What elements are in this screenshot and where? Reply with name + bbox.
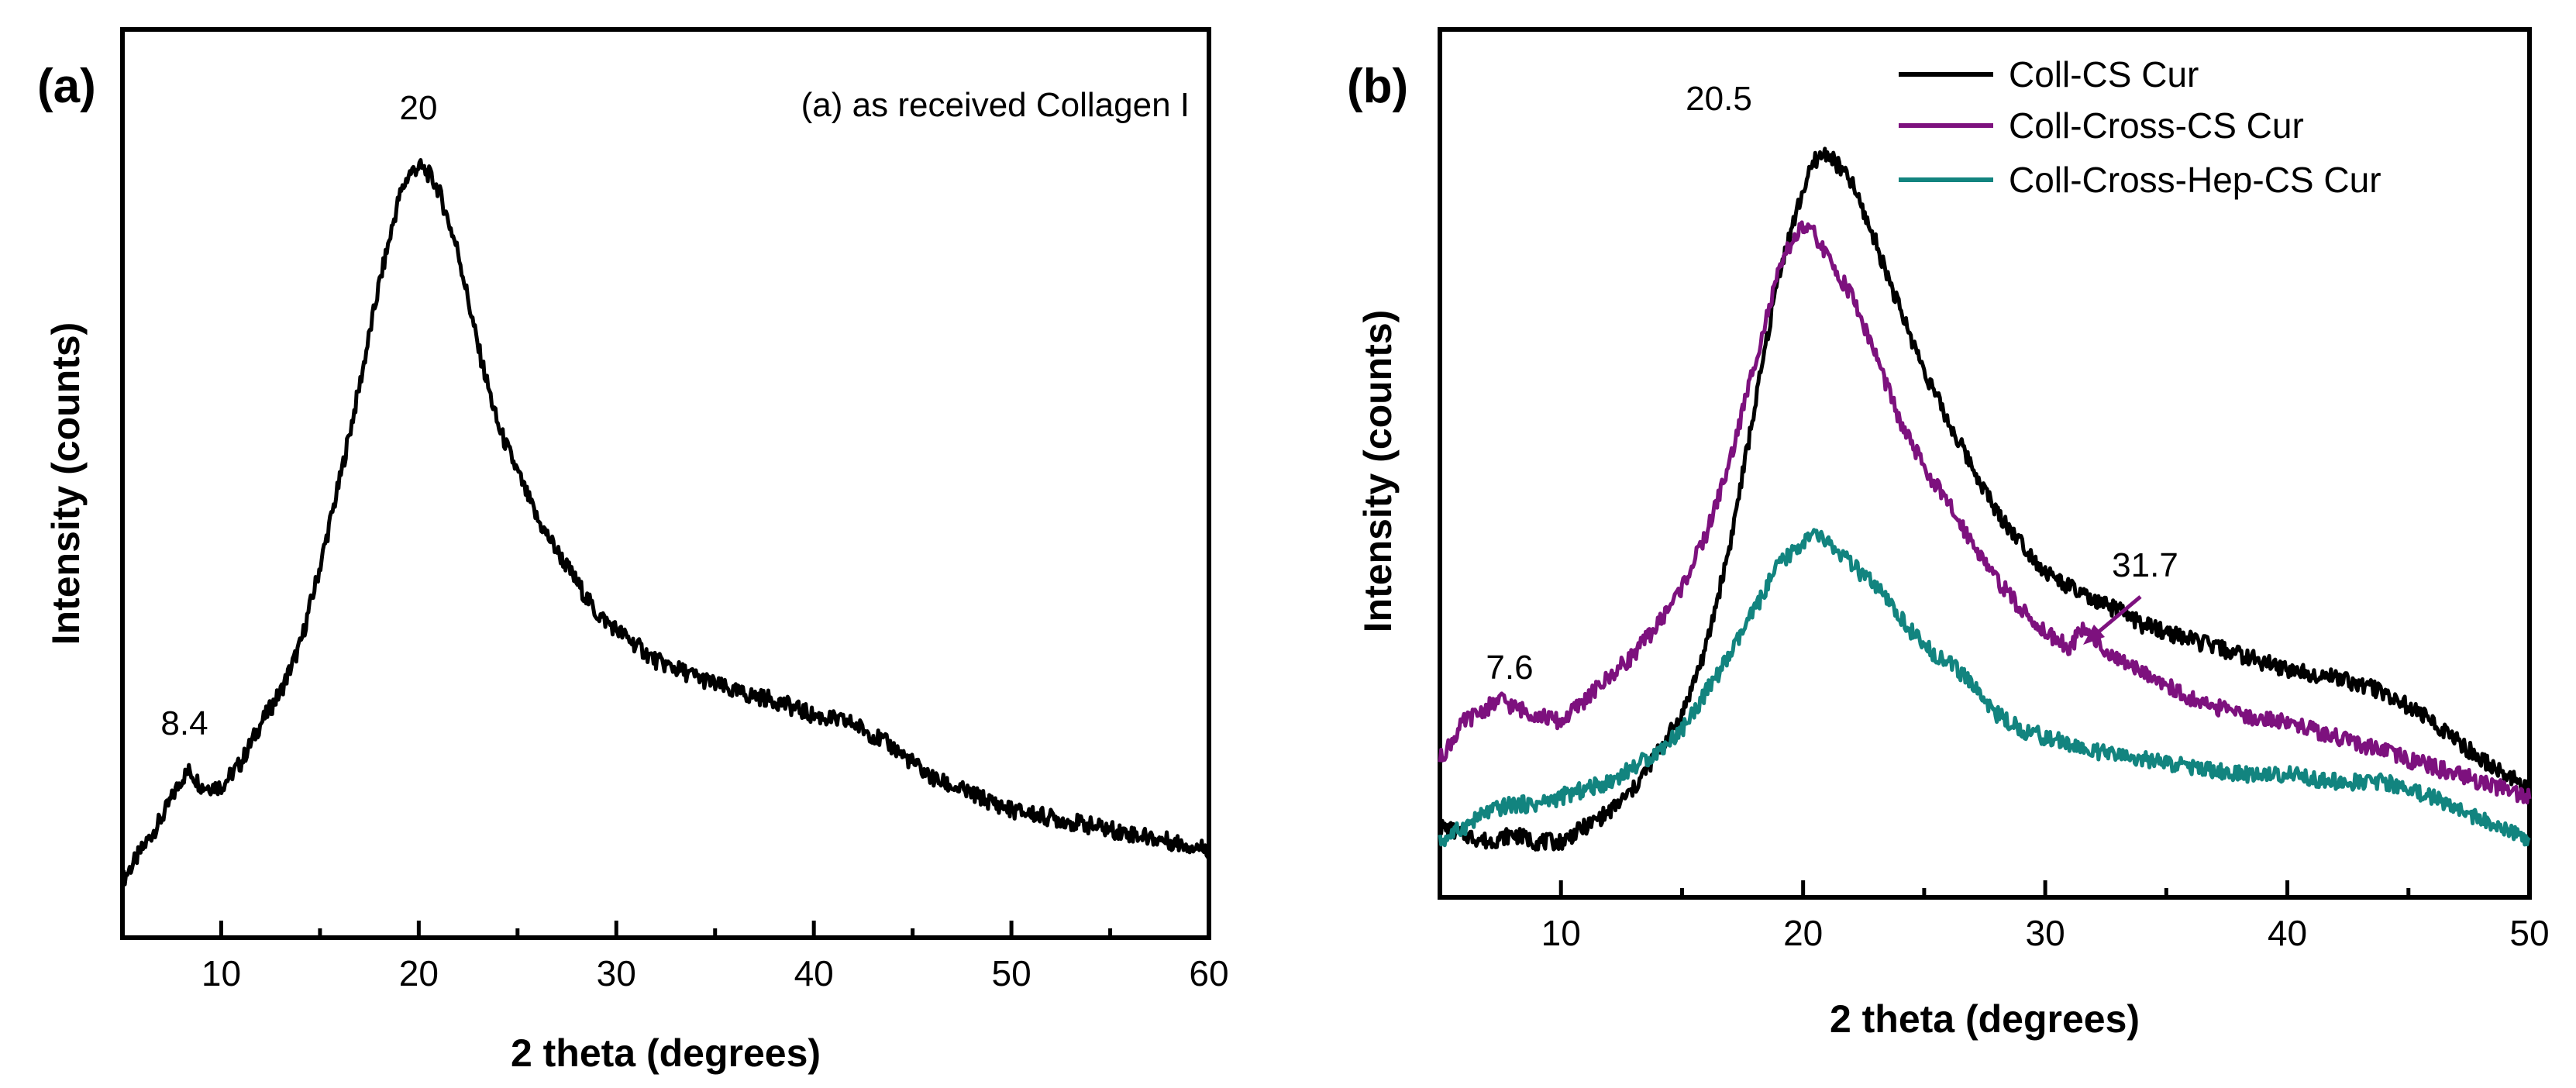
x-tick-label: 40 [2268,913,2307,953]
x-tick-label: 60 [1189,953,1228,993]
series-line-coll-cross-cs-cur [1438,220,2532,805]
panel-b-label: (b) [1347,60,1408,113]
peak-label-31-7: 31.7 [2112,546,2178,584]
series-line-collagen-i [120,158,1211,890]
panel-b-frame [1438,27,2532,900]
legend-label-coll-cross-hep-cs-cur: Coll-Cross-Hep-CS Cur [2009,160,2381,200]
x-tick-label: 10 [201,953,241,993]
x-tick-label: 50 [992,953,1031,993]
peak-label-20: 20 [400,89,438,127]
x-tick-label: 10 [1541,913,1581,953]
peak-label-8-4: 8.4 [160,704,208,742]
arrow-31-7 [2091,595,2142,639]
y-axis-label: Intensity (counts) [44,322,88,646]
x-tick-label: 30 [2026,913,2065,953]
panel-a: (a) 10 20 30 40 50 60 2 theta (degrees) Inten… [37,27,1229,1075]
peak-label-20-5: 20.5 [1686,80,1752,118]
panel-a-frame [120,27,1211,940]
x-tick-label: 40 [794,953,834,993]
x-axis-label: 2 theta (degrees) [1830,997,2140,1041]
legend-entry-collagen-i: (a) as received Collagen I [801,86,1190,124]
legend: Coll-CS Cur Coll-Cross-CS Cur Coll-Cross… [1899,54,2381,200]
x-tick-label: 20 [1783,913,1823,953]
arrow-31-7-head [2083,625,2105,645]
panel-b: (b) 10 20 30 40 50 2 theta (degrees) Intensi… [1347,27,2550,1041]
y-axis-label: Intensity (counts) [1356,310,1400,633]
series-line-coll-cs-cur [1438,146,2532,852]
legend-label-coll-cross-cs-cur: Coll-Cross-CS Cur [2009,105,2304,146]
x-axis-label: 2 theta (degrees) [511,1031,821,1075]
panel-a-label: (a) [37,60,96,113]
x-tick-label: 30 [597,953,636,993]
peak-label-7-6: 7.6 [1486,649,1533,687]
legend-label-coll-cs-cur: Coll-CS Cur [2009,54,2199,95]
x-tick-label: 50 [2509,913,2549,953]
x-tick-label: 20 [399,953,439,993]
series-line-coll-cross-hep-cs-cur [1438,528,2531,848]
